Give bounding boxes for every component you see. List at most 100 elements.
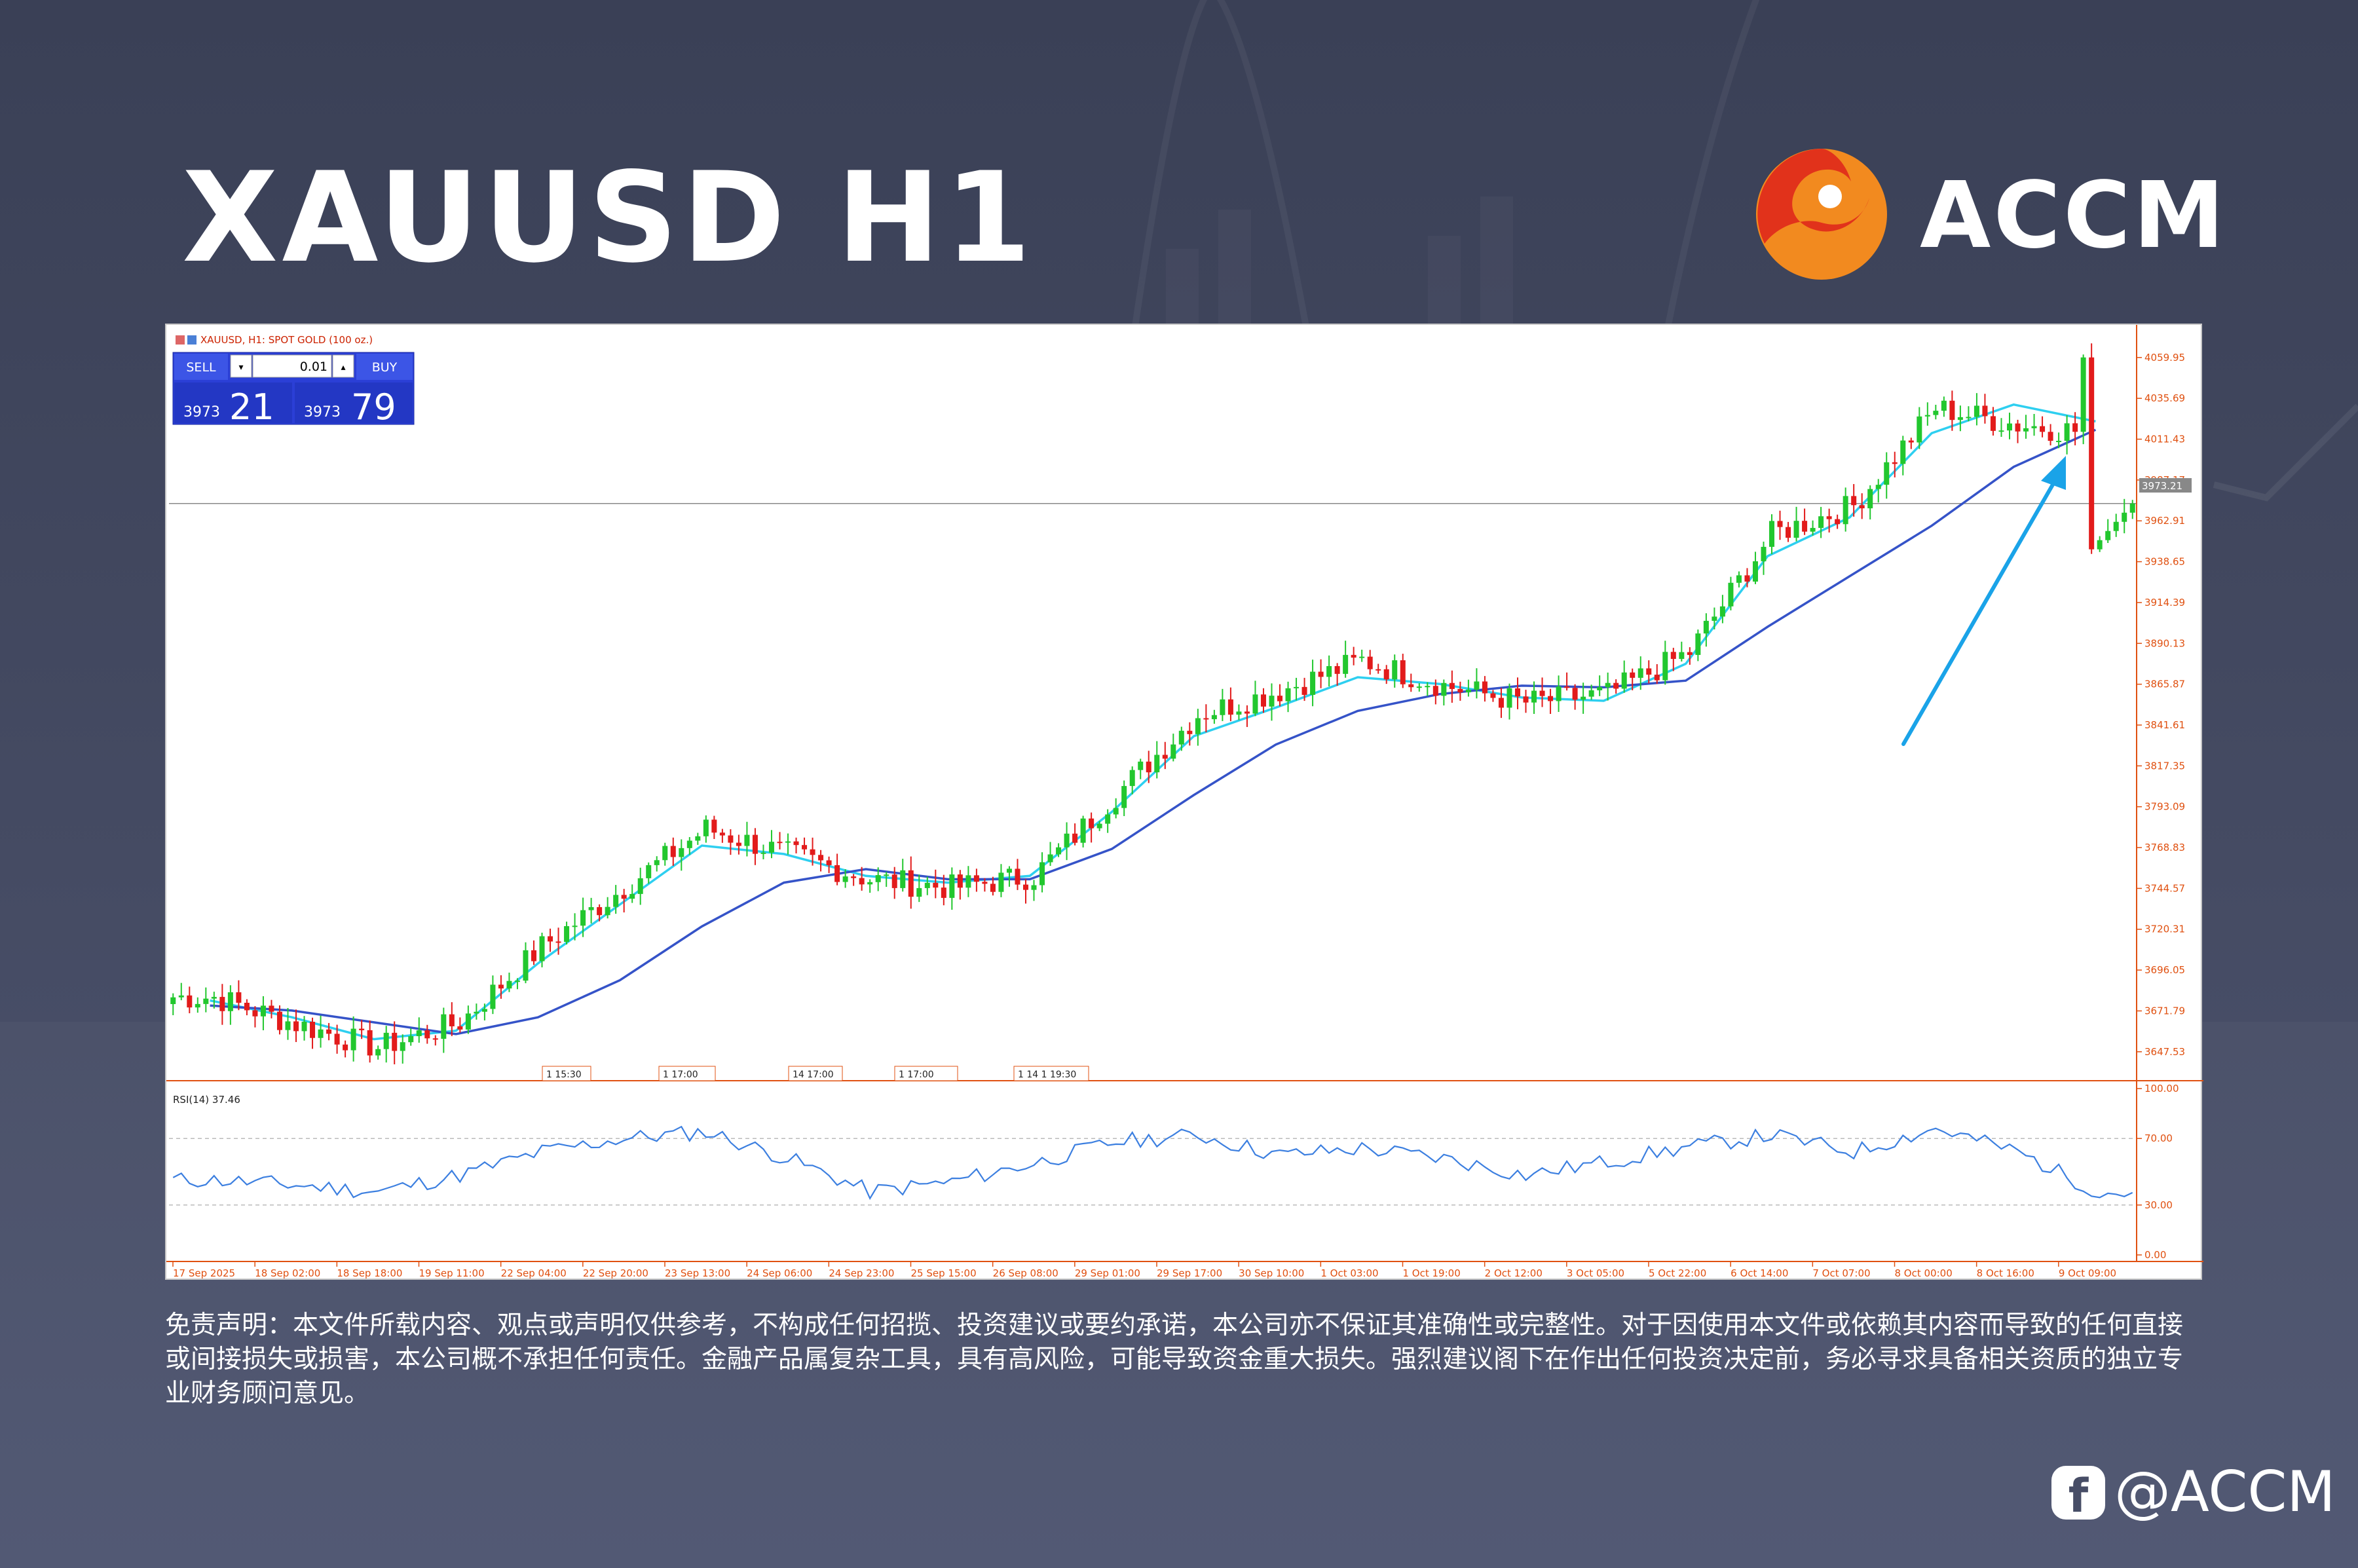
- candle-body: [965, 875, 971, 888]
- candle-body: [1933, 411, 1939, 415]
- x-tick-label: 19 Sep 11:00: [419, 1267, 485, 1279]
- candle-body: [285, 1021, 291, 1030]
- candle-body: [2048, 432, 2053, 441]
- candle-body: [1728, 582, 1734, 607]
- lot-up-button[interactable]: ▴: [332, 354, 354, 378]
- buy-price-big: 3973: [304, 404, 341, 420]
- candle-body: [367, 1030, 373, 1056]
- candle-body: [564, 926, 570, 943]
- candle-body: [1482, 681, 1488, 694]
- y-tick-label: 3890.13: [2144, 637, 2185, 649]
- y-tick-label: 3744.57: [2144, 882, 2185, 894]
- sell-button[interactable]: SELL: [174, 354, 228, 380]
- candle-body: [842, 876, 848, 882]
- candle-body: [1392, 660, 1398, 680]
- candle-body: [392, 1032, 398, 1051]
- candle-body: [777, 842, 783, 844]
- candle-body: [982, 882, 988, 884]
- x-tick-label: 23 Sep 13:00: [665, 1267, 730, 1279]
- triangle-down-icon: ▾: [238, 362, 243, 372]
- lot-input[interactable]: 0.01: [252, 354, 332, 378]
- candle-body: [621, 895, 627, 899]
- candle-body: [679, 848, 684, 857]
- candle-body: [1859, 505, 1865, 509]
- candle-body: [1072, 833, 1078, 843]
- candle-body: [637, 878, 643, 894]
- lot-down-button[interactable]: ▾: [230, 354, 252, 378]
- candle-body: [1966, 417, 1972, 419]
- chart-icon: [176, 335, 185, 345]
- buy-price[interactable]: 3973 79: [295, 383, 413, 428]
- y-tick-label: 4011.43: [2144, 434, 2185, 445]
- x-tick-label: 22 Sep 04:00: [501, 1267, 567, 1279]
- candle-body: [1326, 666, 1332, 677]
- candle-body: [523, 950, 529, 981]
- candle-body: [1588, 690, 1594, 697]
- candle-body: [1670, 652, 1676, 660]
- sell-price-big: 3973: [183, 404, 220, 420]
- candle-body: [884, 874, 889, 876]
- rsi-y-tick-label: 70.00: [2144, 1132, 2173, 1144]
- candle-body: [219, 997, 225, 1011]
- candle-body: [1605, 682, 1611, 688]
- event-label-text: 1 17:00: [899, 1070, 934, 1080]
- candle-body: [1506, 688, 1512, 708]
- x-tick-label: 25 Sep 15:00: [911, 1267, 977, 1279]
- candle-body: [908, 870, 914, 897]
- candle-body: [998, 872, 1004, 892]
- candle-body: [1227, 699, 1233, 715]
- candle-body: [1211, 715, 1217, 720]
- candle-body: [276, 1011, 282, 1030]
- y-tick-label: 3768.83: [2144, 842, 2185, 853]
- candle-body: [1752, 561, 1758, 582]
- x-tick-label: 18 Sep 02:00: [255, 1267, 320, 1279]
- x-tick-label: 24 Sep 06:00: [747, 1267, 812, 1279]
- candle-body: [719, 832, 725, 836]
- x-tick-label: 1 Oct 03:00: [1320, 1267, 1378, 1279]
- candle-body: [1318, 671, 1324, 677]
- candle-body: [1949, 400, 1955, 420]
- moving-average-line: [210, 403, 2096, 1041]
- candle-body: [867, 882, 873, 885]
- candle-body: [572, 925, 578, 927]
- candle-body: [2015, 423, 2021, 432]
- trend-arrow: [1901, 456, 2066, 746]
- candle-body: [539, 936, 545, 961]
- candle-body: [1572, 688, 1578, 700]
- candle-body: [1449, 682, 1455, 689]
- rsi-y-tick-label: 30.00: [2144, 1199, 2173, 1211]
- candle-body: [1006, 868, 1012, 873]
- candle-body: [662, 846, 668, 861]
- sell-price[interactable]: 3973 21: [174, 383, 292, 428]
- candle-body: [1744, 575, 1750, 582]
- candle-body: [343, 1044, 348, 1051]
- x-tick-label: 1 Oct 19:00: [1403, 1267, 1461, 1279]
- y-tick-label: 3938.65: [2144, 556, 2185, 568]
- candle-body: [851, 876, 857, 878]
- buy-button[interactable]: BUY: [356, 354, 413, 380]
- candle-body: [474, 1011, 479, 1014]
- chart-icon: [187, 335, 196, 345]
- page-title: XAUUSD H1: [182, 145, 1036, 290]
- candle-body: [818, 855, 824, 861]
- candle-body: [1581, 696, 1586, 700]
- candle-body: [1982, 405, 1988, 417]
- candle-body: [1621, 672, 1627, 689]
- candle-body: [236, 992, 242, 1003]
- candle-body: [752, 834, 758, 854]
- x-tick-label: 7 Oct 07:00: [1812, 1267, 1870, 1279]
- candle-body: [1121, 786, 1127, 808]
- last-price-label: 3973.21: [2142, 480, 2182, 492]
- candle-body: [2113, 521, 2119, 531]
- candle-body: [1285, 688, 1291, 701]
- candle-body: [1416, 686, 1422, 688]
- y-tick-label: 3647.53: [2144, 1046, 2185, 1058]
- x-tick-label: 17 Sep 2025: [173, 1267, 235, 1279]
- social-handle-block[interactable]: f @ACCM: [2051, 1459, 2340, 1525]
- candle-body: [293, 1021, 299, 1032]
- candle-body: [736, 842, 741, 846]
- facebook-icon: f: [2051, 1466, 2105, 1523]
- one-click-trading-panel: SELL ▾ 0.01 ▴ BUY 3973 21: [172, 352, 415, 428]
- candle-body: [744, 834, 750, 846]
- candle-body: [1719, 606, 1725, 617]
